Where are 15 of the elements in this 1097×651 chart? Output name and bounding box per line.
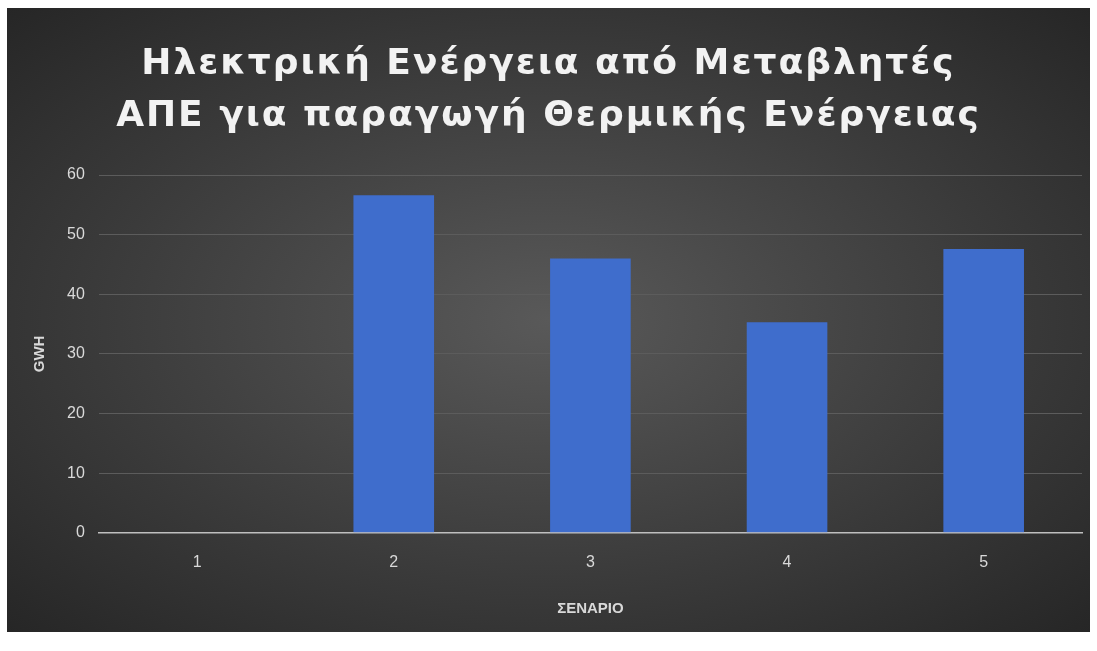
x-tick-label: 4: [782, 552, 792, 570]
y-tick-label: 30: [67, 344, 85, 362]
x-tick-label: 1: [192, 552, 202, 570]
y-tick-label: 50: [67, 225, 85, 243]
chart-title: Ηλεκτρική Ενέργεια από Μεταβλητές ΑΠΕ για παραγωγή Θερμικής Ενέργειας: [115, 40, 982, 136]
y-tick-label: 10: [67, 463, 85, 481]
x-tick-label: 2: [389, 552, 399, 570]
x-tick-label: 3: [585, 552, 595, 570]
y-axis-title: GWH: [30, 335, 48, 373]
y-tick-label: 40: [67, 284, 85, 302]
x-tick-label: 5: [979, 552, 989, 570]
x-axis-title: ΣΕΝΑΡΙΟ: [557, 599, 624, 617]
y-tick-label: 0: [75, 523, 85, 541]
y-tick-label: 60: [67, 165, 85, 183]
y-tick-label: 20: [67, 403, 85, 421]
